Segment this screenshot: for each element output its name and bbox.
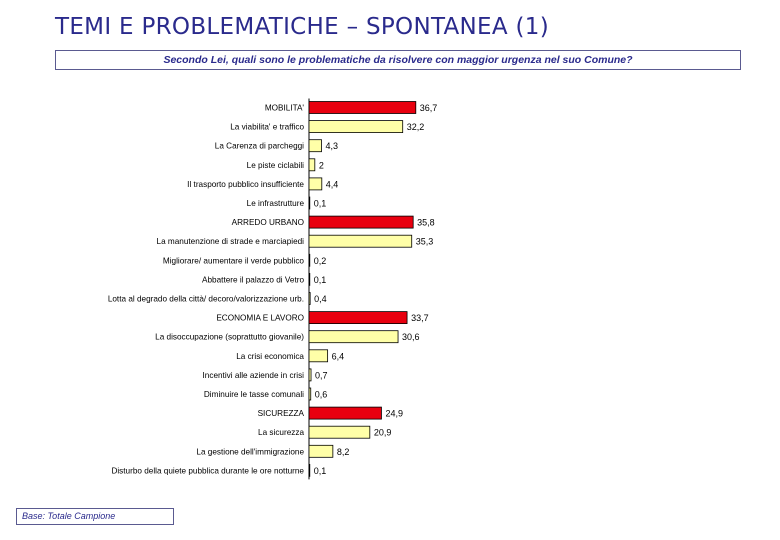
group-total-bar [308,215,414,229]
item-bar [308,139,322,153]
category-group-label: SICUREZZA [258,409,305,418]
value-label: 0,1 [314,199,327,209]
group-total-bar [308,311,408,325]
category-label: Disturbo della quiete pubblica durante l… [111,466,304,475]
group-total-bar [308,101,417,114]
item-bar [308,444,334,458]
item-bar [308,463,311,477]
value-label: 35,8 [417,218,435,228]
value-label: 2 [319,160,324,170]
bars-group: MOBILITA' 36,7 La viabilita' e traffico 32,… [108,101,438,477]
category-label: Il trasporto pubblico insufficiente [187,180,304,189]
category-label: La manutenzione di strade e marciapiedi [157,237,305,246]
item-bar [308,177,323,191]
category-label: Le piste ciclabili [247,161,305,170]
category-label: Incentivi alle aziende in crisi [203,371,305,380]
item-bar [308,272,311,286]
category-label: La disoccupazione (soprattutto giovanile… [155,333,304,342]
value-label: 35,3 [416,237,434,247]
value-label: 8,2 [337,447,350,457]
category-label: La Carenza di parcheggi [215,142,304,151]
category-label: La sicurezza [258,428,304,437]
value-label: 0,1 [314,466,327,476]
category-label: Lotta al degrado della città/ decoro/val… [108,295,304,304]
category-group-label: ECONOMIA E LAVORO [216,314,304,323]
category-label: Diminuire le tasse comunali [204,390,304,399]
category-group-label: MOBILITA' [265,104,305,113]
base-note: Base: Totale Campione [16,508,174,525]
value-label: 20,9 [374,428,392,438]
value-label: 0,2 [314,256,327,266]
item-bar [308,292,311,305]
category-label: Le infrastrutture [247,199,305,208]
item-bar [308,368,312,382]
category-label: Abbattere il palazzo di Vetro [202,275,304,284]
value-label: 4,4 [326,179,339,189]
value-label: 0,6 [315,390,328,400]
value-label: 0,4 [314,294,327,304]
item-bar [308,158,316,172]
item-bar [308,234,413,248]
category-label: La viabilita' e traffico [230,123,304,132]
value-label: 0,7 [315,370,328,380]
group-total-bar [308,406,382,420]
value-label: 33,7 [411,313,429,323]
item-bar [308,349,329,363]
category-label: La gestione dell'immigrazione [196,447,304,456]
category-group-label: ARREDO URBANO [232,218,304,227]
page-title: TEMI E PROBLEMATICHE – SPONTANEA (1) [55,14,550,40]
value-label: 24,9 [385,409,403,419]
value-label: 36,7 [420,103,438,113]
value-label: 4,3 [326,141,339,151]
item-bar [308,425,371,439]
item-bar [308,330,399,344]
value-label: 30,6 [402,332,420,342]
value-label: 0,1 [314,275,327,285]
item-bar [308,253,311,267]
category-label: La crisi economica [236,352,304,361]
value-label: 6,4 [332,351,345,361]
item-bar [308,120,404,133]
item-bar [308,196,311,210]
survey-question: Secondo Lei, quali sono le problematiche… [55,50,741,70]
item-bar [308,387,312,401]
value-label: 32,2 [407,122,425,132]
category-label: Migliorare/ aumentare il verde pubblico [163,256,305,265]
